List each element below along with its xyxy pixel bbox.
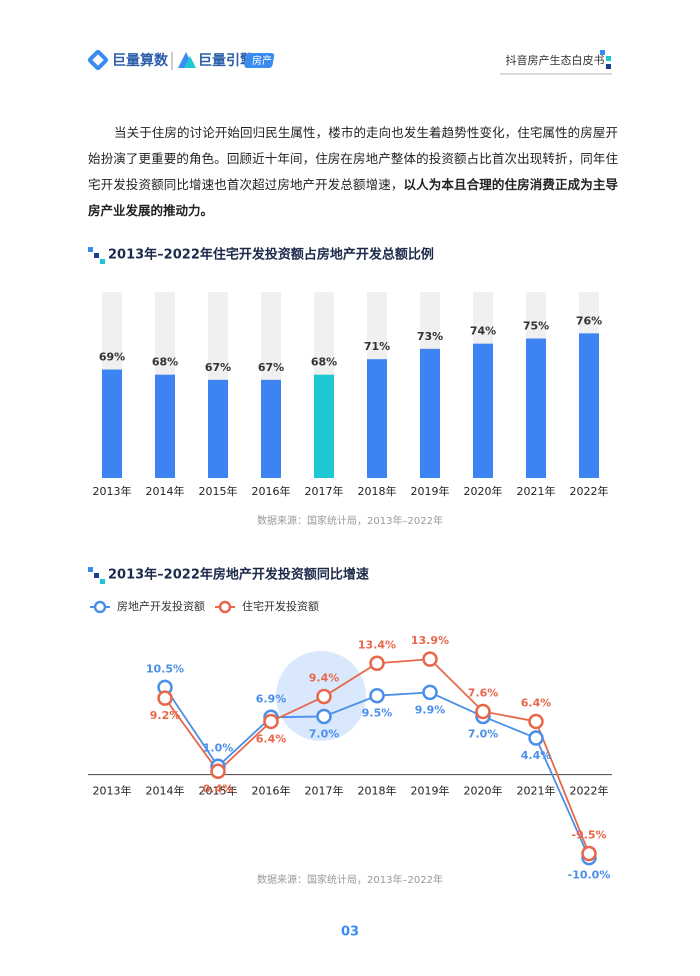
x-tick-label: 2013年 <box>93 784 132 798</box>
data-label: 9.5% <box>362 707 393 720</box>
data-label: 74% <box>470 325 496 338</box>
point <box>210 763 226 780</box>
data-label: 6.9% <box>256 692 287 705</box>
data-label: 7.0% <box>468 727 499 740</box>
point <box>422 684 438 701</box>
data-label: -10.0% <box>568 869 611 882</box>
bar <box>420 348 440 478</box>
x-tick-label: 2015年 <box>199 484 238 498</box>
point <box>316 708 332 725</box>
data-label: 68% <box>311 356 337 369</box>
x-tick-label: 2014年 <box>146 784 185 798</box>
data-label: 73% <box>417 330 443 343</box>
data-label: 67% <box>205 361 231 374</box>
point <box>528 713 544 730</box>
paragraph-text: 当关于住房的讨论开始回归民生属性，楼市的走向也发生着趋势性变化，住宅属性的房屋开… <box>88 125 618 192</box>
x-tick-label: 2022年 <box>570 784 609 798</box>
point <box>263 713 279 730</box>
page-number: 03 <box>341 925 359 940</box>
logo-icon <box>178 52 196 68</box>
tag-box <box>244 53 275 68</box>
data-label: 6.4% <box>521 696 552 709</box>
point <box>369 655 385 672</box>
x-tick-label: 2017年 <box>305 784 344 798</box>
bar <box>579 333 599 478</box>
bar <box>314 374 334 478</box>
point <box>528 730 544 746</box>
data-label: -9.5% <box>571 829 606 842</box>
legend-marker <box>93 600 107 614</box>
data-label: 9.2% <box>150 709 181 722</box>
x-tick-label: 2017年 <box>305 484 344 498</box>
bar <box>261 379 281 478</box>
decor-squares <box>600 50 611 69</box>
x-tick-label: 2021年 <box>517 784 556 798</box>
logo-text: 巨量算数 <box>112 52 169 69</box>
title-decor <box>88 247 105 584</box>
x-tick-label: 2020年 <box>464 484 503 498</box>
data-label: 13.4% <box>358 638 396 651</box>
data-label: 75% <box>523 320 549 333</box>
x-tick-label: 2020年 <box>464 784 503 798</box>
x-tick-label: 2021年 <box>517 484 556 498</box>
chart-title: 2013年–2022年住宅开发投资额占房地产开发总额比例 <box>108 247 434 263</box>
data-label: 7.6% <box>468 686 499 699</box>
data-label: 4.4% <box>521 749 552 762</box>
data-label: 69% <box>99 351 125 364</box>
data-label: 0.4% <box>203 782 234 795</box>
data-label: 71% <box>364 340 390 353</box>
data-label: 9.4% <box>309 672 340 685</box>
point <box>581 845 597 862</box>
point <box>157 690 173 706</box>
point <box>316 688 332 705</box>
x-tick-label: 2019年 <box>411 484 450 498</box>
legend-marker <box>218 600 232 614</box>
legend-label: 住宅开发投资额 <box>242 599 319 613</box>
chart-title: 2013年–2022年房地产开发投资额同比增速 <box>108 567 369 583</box>
data-label: 6.4% <box>256 732 287 745</box>
x-tick-label: 2018年 <box>358 484 397 498</box>
x-tick-label: 2016年 <box>252 484 291 498</box>
bar <box>367 359 387 478</box>
logo-icon <box>87 49 109 71</box>
bar <box>102 369 122 478</box>
point <box>369 687 385 704</box>
paragraph: 当关于住房的讨论开始回归民生属性，楼市的走向也发生着趋势性变化，住宅属性的房屋开… <box>88 120 618 224</box>
point <box>422 651 438 667</box>
data-label: 67% <box>258 361 284 374</box>
paragraph-bold: 以人为本且合理的住房消费正成为主导房产业发展的推动力。 <box>88 177 618 218</box>
bar <box>208 379 228 478</box>
x-tick-label: 2019年 <box>411 784 450 798</box>
source-note: 数据来源：国家统计局，2013年–2022年 <box>257 514 443 527</box>
legend-label: 房地产开发投资额 <box>117 599 205 613</box>
x-tick-label: 2018年 <box>358 784 397 798</box>
x-tick-label: 2014年 <box>146 484 185 498</box>
data-label: 76% <box>576 314 602 327</box>
data-label: 68% <box>152 356 178 369</box>
bar <box>526 338 546 478</box>
x-tick-label: 2016年 <box>252 784 291 798</box>
source-note: 数据来源：国家统计局，2013年–2022年 <box>257 873 443 886</box>
data-label: 10.5% <box>146 662 184 675</box>
data-label: 7.0% <box>309 727 340 740</box>
x-tick-label: 2022年 <box>570 484 609 498</box>
doc-title: 抖音房产生态白皮书 <box>506 53 605 67</box>
data-label: 9.9% <box>415 703 446 716</box>
data-label: 13.9% <box>411 634 449 647</box>
bar <box>473 343 493 478</box>
x-tick-label: 2013年 <box>93 484 132 498</box>
data-label: 1.0% <box>203 741 234 754</box>
bar <box>155 374 175 478</box>
tag-text: 房产 <box>252 54 272 67</box>
x-tick-label: 2015年 <box>199 784 238 798</box>
point <box>475 703 491 720</box>
logo-text: 巨量引擎 <box>198 52 254 69</box>
